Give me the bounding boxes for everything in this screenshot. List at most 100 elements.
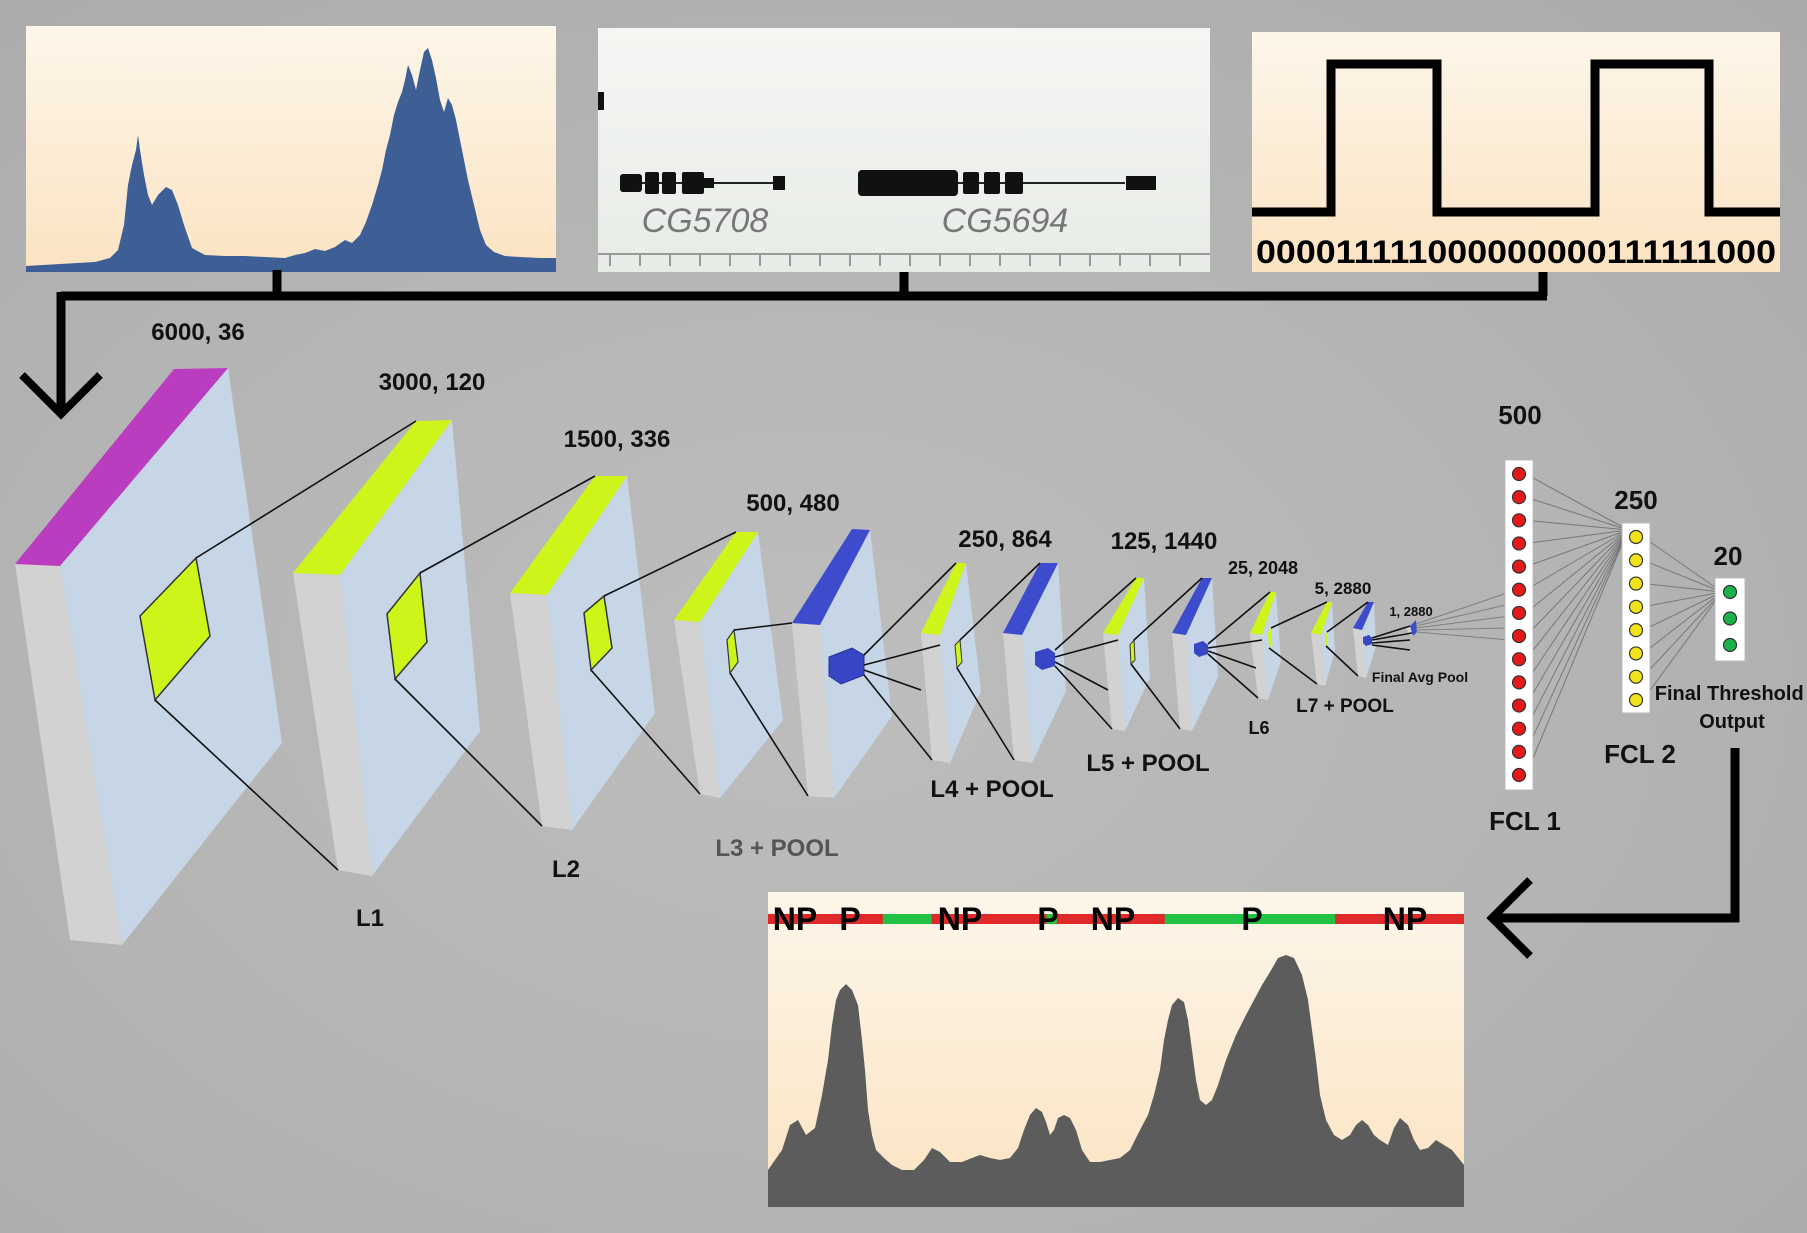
output-segment-labels: NP P NP P NP P NP [773, 901, 1427, 937]
segment-label: NP [1383, 901, 1427, 937]
neuron-node [1511, 721, 1527, 736]
fc-link [1525, 529, 1629, 544]
p-segment [1046, 914, 1057, 924]
input-merge-connector [19, 270, 1548, 420]
pool-cube [1363, 635, 1372, 646]
fc-link [1525, 529, 1629, 753]
conv-block-l3 [674, 532, 783, 798]
neuron-node [1628, 599, 1644, 614]
neuron-node [1511, 582, 1527, 597]
pool-block-l5 [1172, 578, 1218, 731]
output-panel: NP P NP P NP P NP [768, 892, 1464, 1207]
fc-link [1642, 591, 1723, 701]
neuron-node [1722, 611, 1738, 626]
layer-op-label: L5 + POOL [1086, 750, 1209, 777]
layer-dims-label: 1, 2880 [1389, 604, 1432, 619]
layer-dims-label: 500, 480 [746, 490, 839, 517]
layer-dims-label: 5, 2880 [1315, 579, 1372, 598]
kernel-window [139, 556, 211, 702]
layer-op-label: Final Avg Pool [1372, 669, 1468, 685]
neuron-node [1511, 744, 1527, 759]
pool-block-l7 [1353, 602, 1376, 678]
p-segment [1164, 914, 1336, 924]
conv-block-input [15, 368, 282, 945]
fc-link [1642, 536, 1723, 593]
neuron-node [1511, 536, 1527, 551]
conv-block-l1 [293, 420, 480, 876]
neuron-node [1722, 637, 1738, 653]
segment-label: P [1241, 901, 1262, 937]
fc-link [1525, 529, 1629, 637]
fcl2-size-label: 250 [1614, 485, 1657, 515]
fc-link [1525, 529, 1629, 776]
neuron-node [1511, 466, 1527, 482]
layer-op-label: L4 + POOL [930, 776, 1053, 803]
pool-cube [1035, 648, 1055, 670]
fc-link [1642, 583, 1723, 593]
layer-op-label: L6 [1248, 718, 1269, 738]
layer-op-label: L3 + POOL [715, 835, 838, 862]
conv-block-l2 [510, 476, 655, 830]
fc-link [1525, 529, 1629, 614]
neuron-node [1511, 675, 1527, 690]
genomic-ruler [598, 253, 1210, 266]
signal-input-panel [26, 26, 556, 272]
neuron-node [1628, 576, 1644, 591]
fcl2-nodes [1628, 529, 1644, 708]
layer-op-label: L1 [356, 905, 384, 932]
pool-cube [1194, 641, 1208, 657]
fc-link [1525, 529, 1629, 729]
neuron-node [1511, 652, 1527, 667]
kernel-window [954, 638, 963, 670]
layer-dims-label: 3000, 120 [379, 369, 486, 396]
kernel-window [1129, 638, 1136, 666]
neuron-node [1628, 692, 1644, 708]
fcl1-nodes [1511, 466, 1527, 783]
final-output-size-label: 20 [1714, 541, 1743, 571]
binary-square-wave [1252, 59, 1780, 217]
neuron-node [1628, 623, 1644, 638]
pool-block-l3 [792, 529, 892, 798]
neuron-node [1722, 584, 1738, 600]
signal-input-area [26, 48, 556, 272]
fc-link [1525, 529, 1629, 660]
segment-label: P [839, 901, 860, 937]
fc-link [1642, 591, 1723, 608]
gene-label-cg5708: CG5708 [642, 202, 769, 240]
output-arrow [1486, 748, 1740, 959]
fc-connection-lines [1415, 591, 1511, 641]
np-segment [768, 914, 1464, 924]
fc-lines [1525, 473, 1723, 776]
segment-label: NP [938, 901, 982, 937]
layer-dims-label: 125, 1440 [1111, 528, 1218, 555]
fc-link [1642, 591, 1723, 678]
layer-operation-labels: L1 L2 L3 + POOL L4 + POOL L5 + POOL L6 L… [356, 669, 1468, 932]
conv-block-l6 [1250, 592, 1281, 700]
neuron-node [1511, 605, 1527, 621]
neuron-node [1628, 646, 1644, 661]
final-output-name-line-1: Final Threshold [1655, 683, 1804, 705]
segment-label: NP [773, 901, 817, 937]
kernel-window [583, 594, 613, 672]
final-output-name-line-2: Output [1699, 711, 1765, 733]
conv-layer-stack [15, 368, 1417, 945]
layer-op-label: L7 + POOL [1296, 696, 1394, 717]
conv-block-l7 [1311, 602, 1335, 686]
fcl2-name-label: FCL 2 [1604, 739, 1676, 769]
gene-cg5694-model [858, 170, 1156, 196]
fcl2-box [1621, 522, 1651, 714]
segment-label: NP [1091, 901, 1135, 937]
fcl1-box [1504, 459, 1534, 791]
output-signal-area [768, 955, 1464, 1207]
gene-label-cg5694: CG5694 [942, 202, 1069, 240]
layer-dims-label: 6000, 36 [151, 319, 244, 346]
kernel-window [1325, 632, 1328, 646]
neuron-node [1511, 698, 1527, 713]
kernel-window [386, 571, 428, 681]
layer-dims-label: 250, 864 [958, 526, 1052, 553]
segment-label: P [1037, 901, 1058, 937]
fc-link [1525, 496, 1629, 531]
layer-dims-label: 25, 2048 [1228, 558, 1298, 578]
layer-dims-label: 1500, 336 [564, 426, 671, 453]
